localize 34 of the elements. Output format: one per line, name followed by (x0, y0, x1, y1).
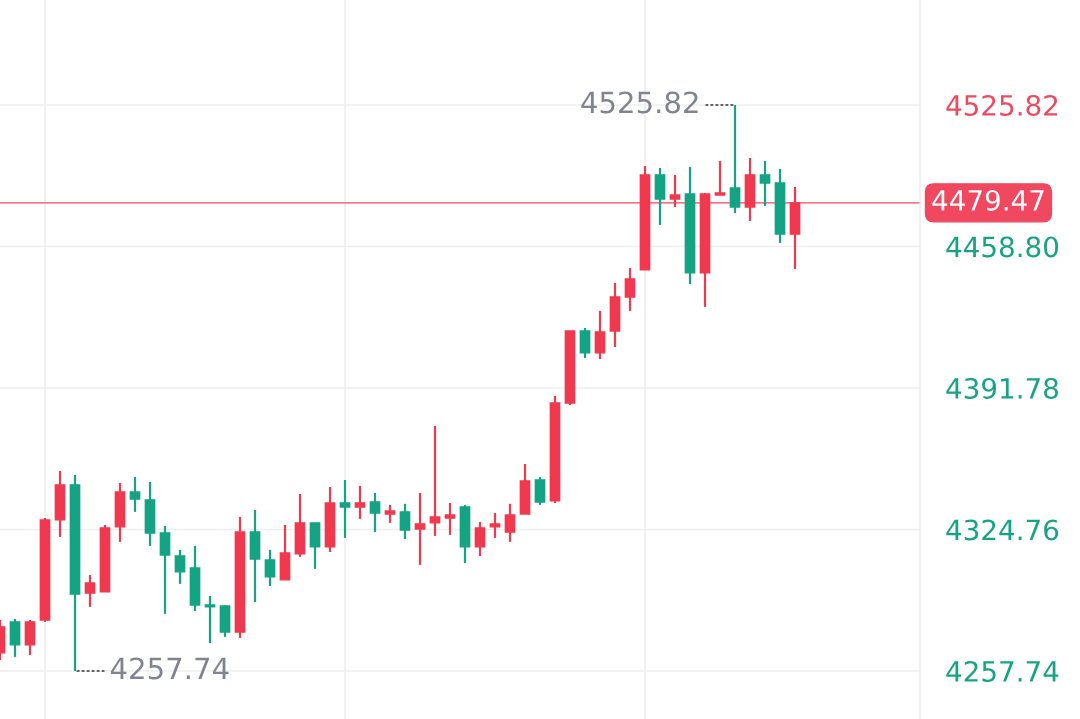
annotation: 4525.82 (581, 91, 698, 114)
candlestick (129, 475, 141, 513)
candlestick (504, 502, 516, 543)
candlestick (624, 266, 636, 312)
candlestick (159, 524, 171, 615)
candlestick (354, 484, 366, 520)
annotation: 4257.74 (110, 657, 229, 680)
candlestick (759, 159, 771, 208)
candlestick (444, 501, 456, 537)
candlestick (474, 520, 486, 558)
candlestick (84, 573, 96, 608)
y-tick-label: 4257.74 (946, 660, 1059, 682)
candlestick (369, 491, 381, 534)
candlestick (534, 475, 546, 507)
candlestick (669, 173, 681, 209)
y-tick-label: 4525.82 (946, 94, 1058, 116)
ref-line-label: 4479.47 (932, 189, 1044, 211)
candlestick (729, 103, 741, 215)
candlestick (429, 424, 441, 538)
candlestick (9, 617, 21, 659)
candlestick (579, 326, 591, 360)
candlestick (414, 491, 426, 566)
y-tick-label: 4324.76 (946, 519, 1059, 541)
candlestick (264, 548, 276, 588)
candlestick (339, 478, 351, 539)
candlestick (714, 159, 726, 197)
candlestick (24, 618, 36, 657)
y-tick-label: 4391.78 (946, 377, 1058, 399)
candlestick (489, 511, 501, 539)
candlestick (594, 309, 606, 361)
candlestick (174, 548, 186, 585)
candlestick (204, 594, 216, 645)
y-tick-label: 4458.80 (946, 236, 1059, 258)
candlestick (399, 502, 411, 541)
